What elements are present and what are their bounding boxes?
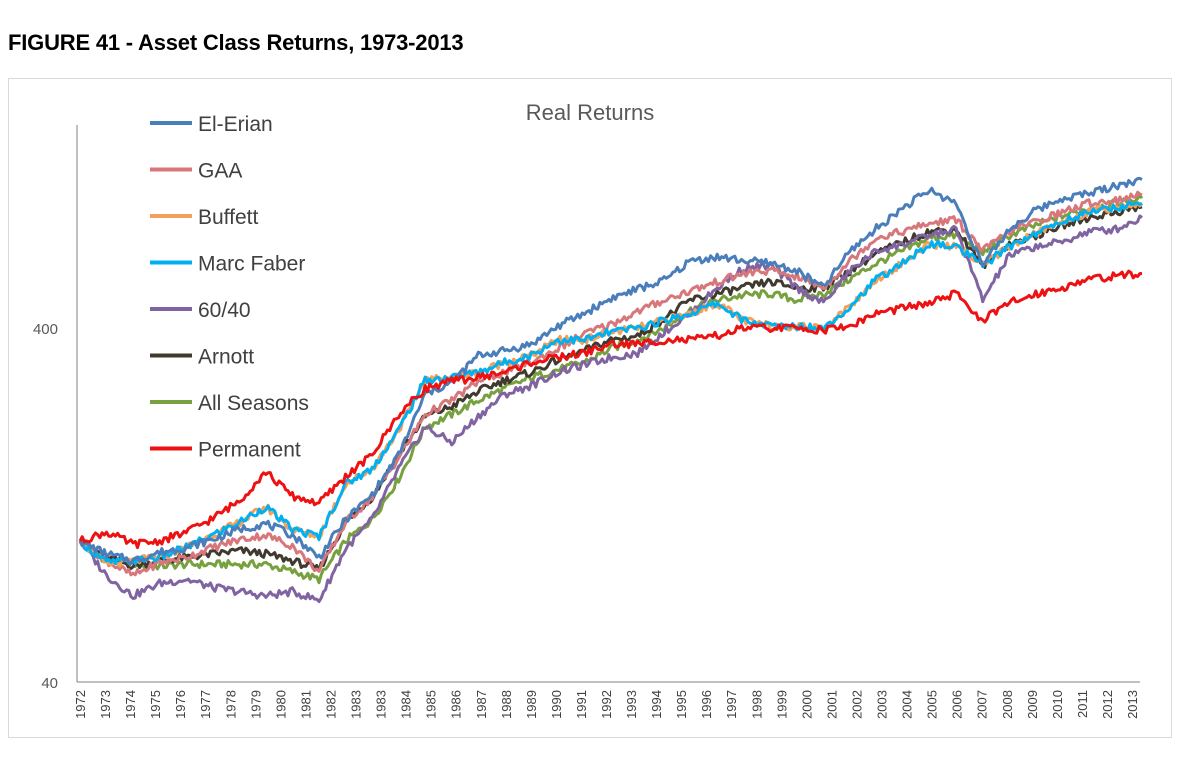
legend-label: Permanent [198,439,301,462]
chart-frame [8,78,1172,738]
y-tick-label: 40 [41,675,58,692]
legend-label: El-Erian [198,113,273,136]
x-tick-label: 1991 [574,690,589,719]
x-tick-label: 1999 [774,690,789,719]
x-tick-label: 1977 [198,690,213,719]
x-tick-label: 1998 [749,690,764,719]
x-tick-label: 2013 [1125,690,1140,719]
x-tick-label: 1976 [173,690,188,719]
x-tick-label: 1973 [98,690,113,719]
legend-label: Arnott [198,346,254,369]
x-tick-label: 1985 [424,690,439,719]
x-tick-label: 1978 [223,690,238,719]
legend-label: Buffett [198,206,258,229]
chart-legend: El-Erian GAA Buffett Marc Faber 60/40 Arnott A… [150,113,309,462]
x-tick-label: 2004 [900,690,915,719]
x-tick-label: 2011 [1075,690,1090,718]
x-tick-label: 1987 [474,690,489,719]
x-tick-label: 2007 [975,690,990,719]
x-tick-label: 1980 [273,690,288,719]
series-line-marc-faber [79,200,1143,566]
x-tick-label: 1996 [699,690,714,719]
x-tick-label: 1981 [298,690,313,719]
x-tick-label: 2010 [1050,690,1065,719]
x-tick-label: 1988 [499,690,514,719]
x-tick-label: 1990 [549,690,564,719]
x-tick-label: 1984 [399,690,414,719]
legend-label: 60/40 [198,299,251,322]
x-tick-label: 1983 [349,690,364,719]
x-tick-label: 1982 [323,690,338,719]
figure-title: FIGURE 41 - Asset Class Returns, 1973-20… [8,30,464,55]
legend-label: Marc Faber [198,253,305,276]
x-tick-label: 1983 [374,690,389,719]
x-tick-label: 1986 [449,690,464,719]
x-tick-label: 1995 [674,690,689,719]
x-tick-label: 1975 [148,690,163,719]
x-tick-label: 1989 [524,690,539,719]
x-tick-label: 1993 [624,690,639,719]
legend-label: All Seasons [198,392,309,415]
chart-series-lines [78,176,1144,604]
x-tick-label: 2009 [1025,690,1040,719]
legend-label: GAA [198,160,242,183]
series-line-permanent [78,269,1143,550]
x-tick-label: 2001 [824,690,839,719]
y-tick-label: 400 [33,321,58,338]
x-tick-label: 1992 [599,690,614,719]
x-tick-label: 1972 [73,690,88,719]
x-tick-label: 2008 [1000,690,1015,719]
series-line-el-erian [78,176,1143,565]
x-tick-label: 2000 [799,690,814,719]
x-tick-label: 2002 [849,690,864,719]
x-tick-label: 2005 [925,690,940,719]
x-tick-label: 1974 [123,690,138,719]
x-tick-label: 1997 [724,690,739,719]
x-tick-label: 1994 [649,690,664,719]
x-tick-label: 2003 [875,690,890,719]
series-line-gaa [79,190,1143,577]
series-line-arnott [78,204,1143,573]
x-tick-label: 2012 [1100,690,1115,719]
x-tick-label: 2006 [950,690,965,719]
x-tick-label: 1979 [248,690,263,719]
chart-title: Real Returns [526,100,654,125]
chart-axes: 40 400 1972 1973 1974 1975 1976 1977 1978 1979 198… [33,125,1140,719]
